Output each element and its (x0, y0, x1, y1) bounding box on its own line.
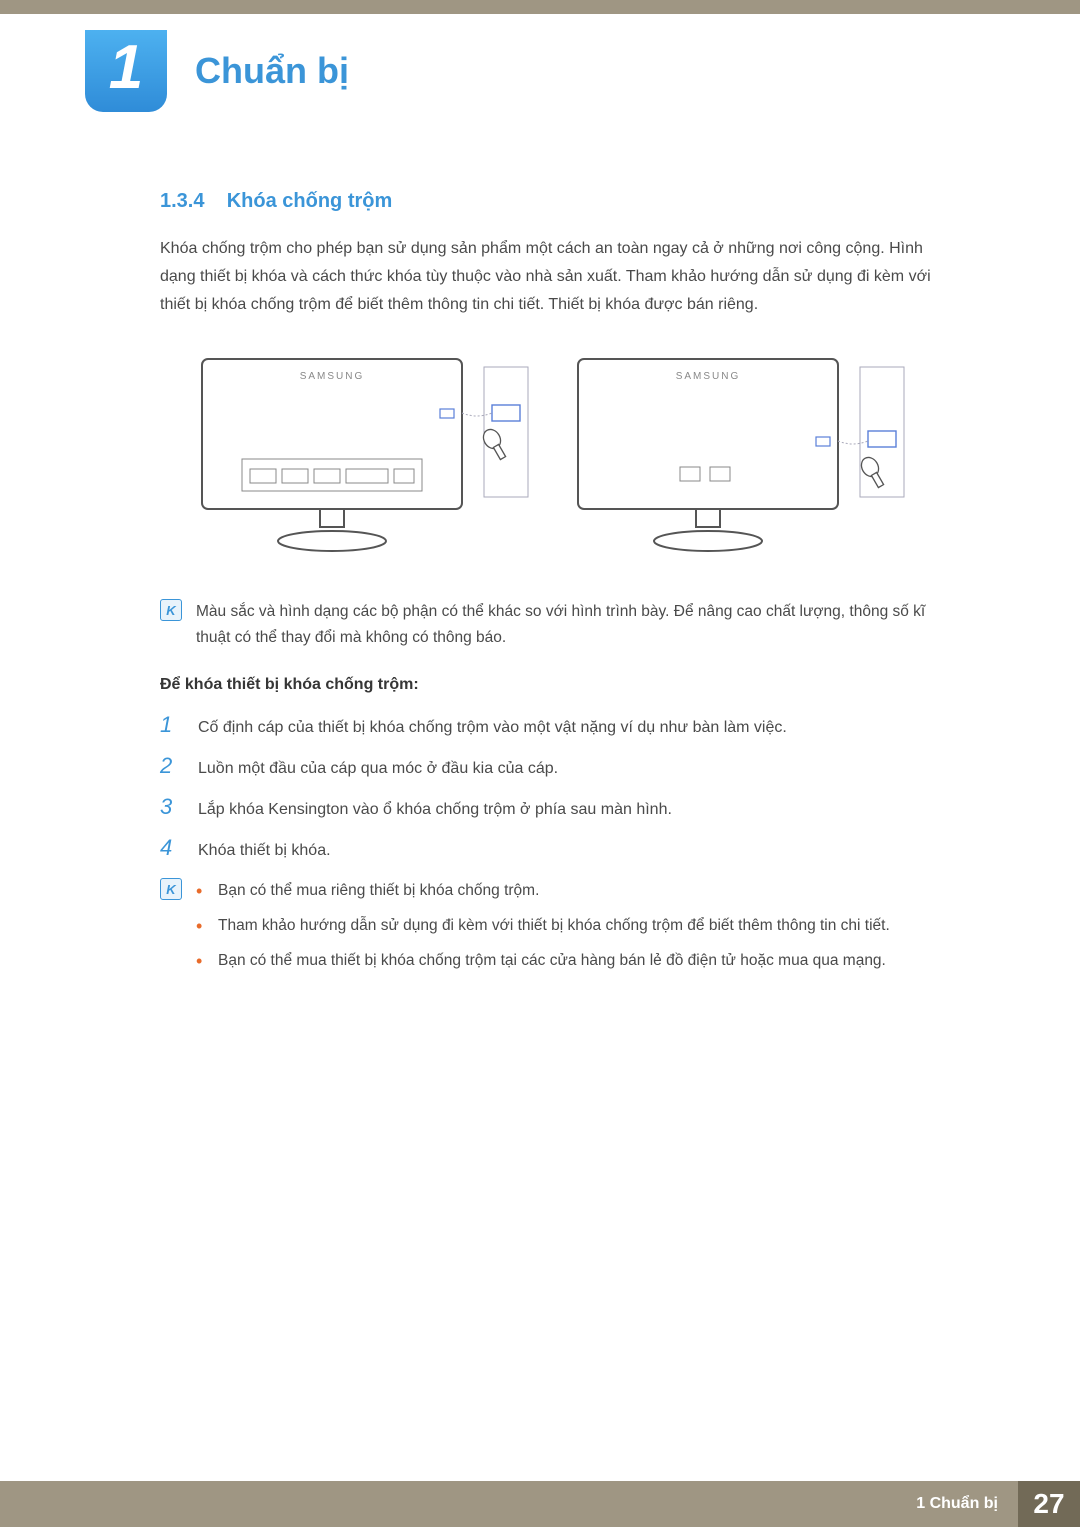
list-item: • Bạn có thể mua thiết bị khóa chống trộ… (196, 948, 890, 975)
footer-bar: 1 Chuẩn bị (0, 1481, 1018, 1527)
monitor-diagram-1: SAMSUNG (192, 349, 532, 559)
list-item: • Bạn có thể mua riêng thiết bị khóa chố… (196, 878, 890, 905)
step-4: 4 Khóa thiết bị khóa. (160, 835, 940, 864)
procedure-title: Để khóa thiết bị khóa chống trộm: (160, 676, 940, 694)
step-text: Luồn một đầu của cáp qua móc ở đầu kia c… (198, 755, 558, 782)
note-1-text: Màu sắc và hình dạng các bộ phận có thể … (196, 599, 940, 652)
figure-row: SAMSUNG SAM (160, 349, 940, 559)
chapter-number-badge: 1 (85, 30, 167, 112)
note-icon: K (160, 878, 182, 900)
bullet-icon: • (196, 878, 206, 905)
step-number: 3 (160, 794, 180, 820)
bullet-icon: • (196, 913, 206, 940)
note-icon: K (160, 599, 182, 621)
chapter-header: 1 Chuẩn bị (85, 30, 349, 112)
step-text: Khóa thiết bị khóa. (198, 837, 331, 864)
monitor-brand-label: SAMSUNG (676, 371, 741, 382)
note-1: K Màu sắc và hình dạng các bộ phận có th… (160, 599, 940, 652)
step-number: 1 (160, 712, 180, 738)
note-2-bullets: • Bạn có thể mua riêng thiết bị khóa chố… (196, 878, 890, 983)
monitor-diagram-2: SAMSUNG (568, 349, 908, 559)
note-2: K • Bạn có thể mua riêng thiết bị khóa c… (160, 878, 940, 983)
bullet-text: Bạn có thể mua riêng thiết bị khóa chống… (218, 878, 539, 905)
footer-chapter-label: 1 Chuẩn bị (916, 1495, 998, 1513)
step-2: 2 Luồn một đầu của cáp qua móc ở đầu kia… (160, 753, 940, 782)
step-text: Lắp khóa Kensington vào ổ khóa chống trộ… (198, 796, 672, 823)
list-item: • Tham khảo hướng dẫn sử dụng đi kèm với… (196, 913, 890, 940)
section-number: 1.3.4 (160, 190, 204, 212)
monitor-brand-label: SAMSUNG (300, 371, 365, 382)
step-3: 3 Lắp khóa Kensington vào ổ khóa chống t… (160, 794, 940, 823)
step-number: 4 (160, 835, 180, 861)
page-footer: 1 Chuẩn bị 27 (0, 1481, 1080, 1527)
chapter-title: Chuẩn bị (195, 50, 349, 92)
step-1: 1 Cố định cáp của thiết bị khóa chống tr… (160, 712, 940, 741)
page-content: 1.3.4 Khóa chống trộm Khóa chống trộm ch… (160, 190, 940, 1003)
top-header-bar (0, 0, 1080, 14)
section-heading: 1.3.4 Khóa chống trộm (160, 190, 940, 213)
bullet-text: Bạn có thể mua thiết bị khóa chống trộm … (218, 948, 886, 975)
step-text: Cố định cáp của thiết bị khóa chống trộm… (198, 714, 787, 741)
intro-paragraph: Khóa chống trộm cho phép bạn sử dụng sản… (160, 235, 940, 319)
bullet-text: Tham khảo hướng dẫn sử dụng đi kèm với t… (218, 913, 890, 940)
section-title: Khóa chống trộm (227, 190, 393, 212)
footer-page-number: 27 (1018, 1481, 1080, 1527)
step-number: 2 (160, 753, 180, 779)
bullet-icon: • (196, 948, 206, 975)
chapter-number: 1 (109, 37, 143, 105)
